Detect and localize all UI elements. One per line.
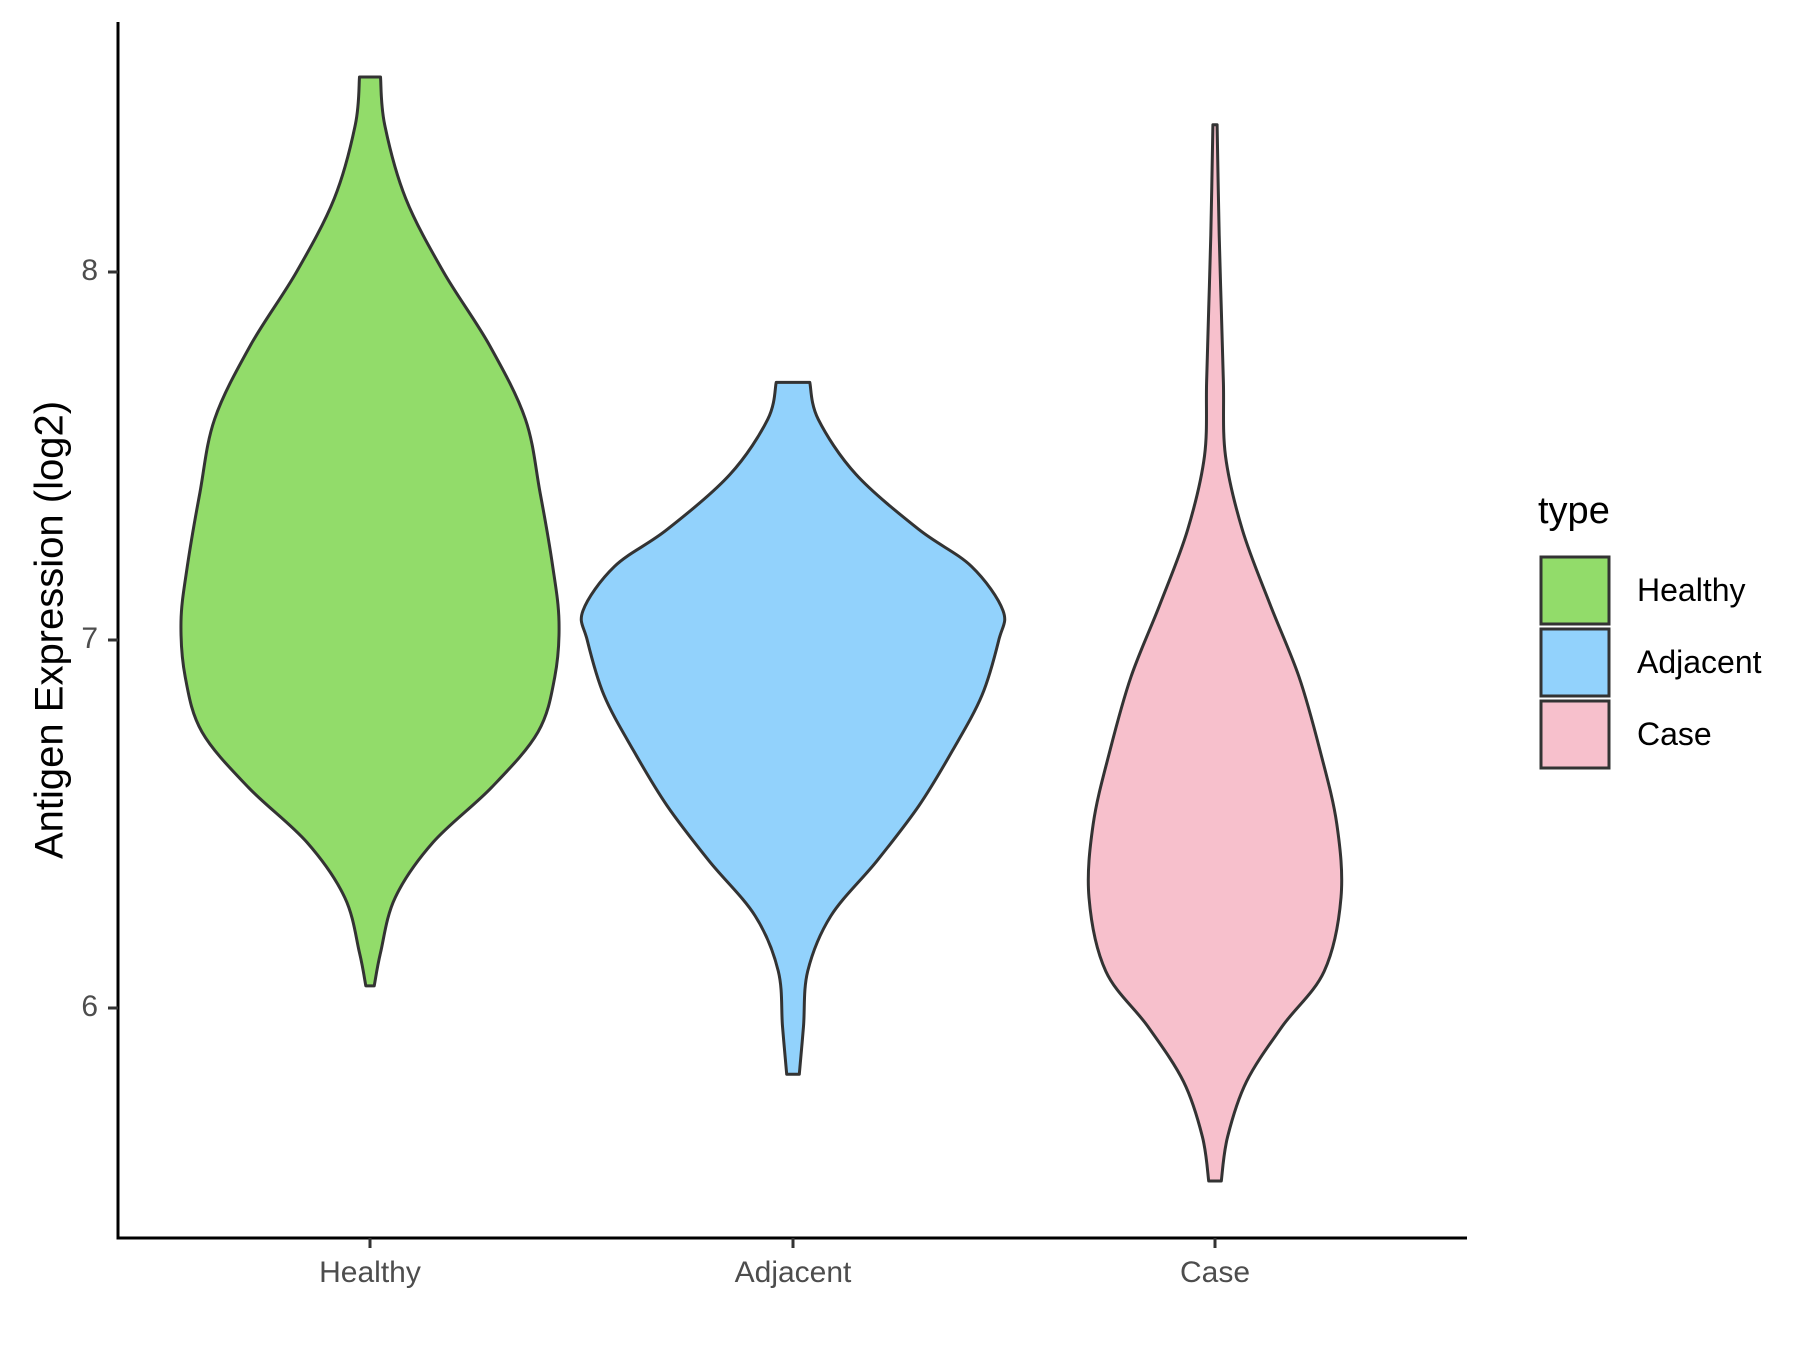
legend-label-case: Case	[1637, 716, 1712, 752]
plot-area	[179, 75, 1344, 1183]
legend-label-adjacent: Adjacent	[1637, 644, 1762, 680]
y-tick-label: 7	[81, 622, 98, 655]
y-axis-title: Antigen Expression (log2)	[28, 401, 72, 859]
ticks: Healthy Adjacent Case 6 7 8	[81, 254, 1250, 1289]
violin-case	[1086, 123, 1344, 1183]
y-tick-label: 6	[81, 990, 98, 1023]
legend-key-healthy	[1539, 555, 1611, 626]
violin-adjacent	[579, 380, 1007, 1076]
x-tick-label: Adjacent	[735, 1256, 852, 1289]
legend-key-case	[1539, 699, 1611, 770]
violin-healthy	[179, 75, 561, 988]
legend: type Healthy Adjacent Case	[1538, 490, 1762, 770]
legend-title: type	[1538, 490, 1610, 532]
y-tick-label: 8	[81, 254, 98, 287]
legend-label-healthy: Healthy	[1637, 572, 1746, 608]
x-tick-label: Case	[1180, 1256, 1250, 1289]
x-tick-label: Healthy	[319, 1256, 421, 1289]
legend-key-adjacent	[1539, 627, 1611, 698]
